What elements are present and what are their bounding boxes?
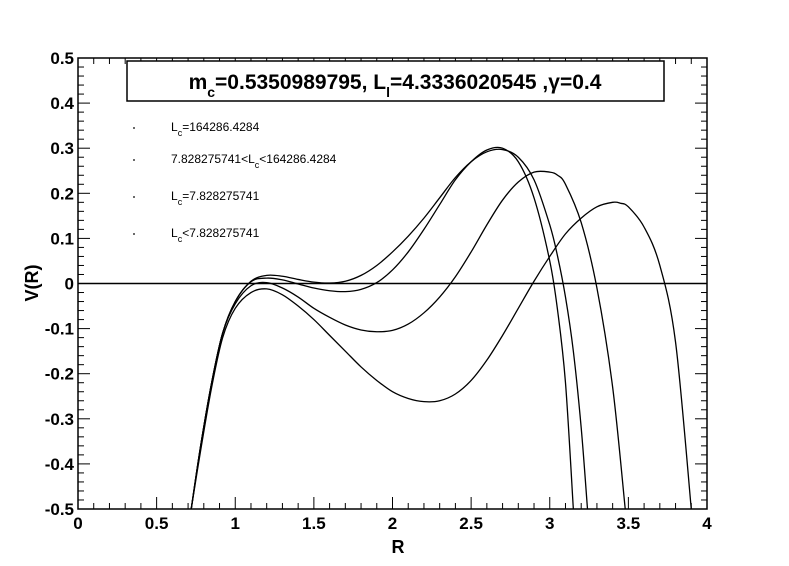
y-tick-label: -0.5 (45, 500, 74, 519)
x-tick-label: 1 (231, 514, 240, 533)
x-tick-label: 2.5 (459, 514, 483, 533)
title-segment: =0.5350989795, L (215, 71, 386, 94)
legend-entry-segment: =164286.4284 (182, 120, 259, 134)
legend-entry-segment: L (171, 120, 178, 134)
legend-entry-segment: c (178, 128, 183, 138)
chart-title: mc=0.5350989795, Ll=4.3336020545 ,γ=0.4 (189, 71, 602, 100)
title-segment: l (386, 84, 390, 100)
legend-marker-2 (133, 159, 135, 161)
legend-entry-4: Lc<7.828275741 (171, 226, 260, 244)
title-box (126, 60, 665, 102)
legend: Lc=164286.42847.828275741<Lc<164286.4284… (133, 120, 337, 244)
y-tick-label: -0.3 (45, 410, 74, 429)
y-tick-label: -0.4 (45, 455, 75, 474)
title-segment: =4.3336020545 , (390, 71, 548, 94)
legend-entry-segment: <164286.4284 (259, 152, 336, 166)
y-tick-label: -0.2 (45, 365, 74, 384)
legend-entry-segment: c (255, 160, 260, 170)
y-axis-label: V(R) (22, 265, 42, 302)
y-tick-labels: -0.5 -0.4 -0.3 -0.2 -0.1 0 0.1 0.2 0.3 0.4 0.5 (45, 49, 75, 519)
series-line-2 (190, 146, 574, 510)
legend-marker-4 (133, 233, 135, 235)
x-tick-label: 4 (702, 514, 712, 533)
series-line-4 (190, 201, 692, 510)
x-tick-label: 0.5 (145, 514, 169, 533)
y-tick-label: 0.4 (50, 94, 74, 113)
legend-entry-1: Lc=164286.4284 (171, 120, 260, 138)
x-axis-label: R (392, 537, 405, 557)
title-segment: c (207, 84, 215, 100)
legend-entry-segment: c (178, 197, 183, 207)
title-segment: m (189, 71, 208, 94)
x-tick-label: 3 (545, 514, 554, 533)
x-tick-label: 3.5 (617, 514, 641, 533)
data-series (190, 146, 692, 510)
x-tick-label: 2 (388, 514, 397, 533)
x-tick-label: 1.5 (302, 514, 326, 533)
y-tick-label: 0 (65, 275, 74, 294)
legend-entry-segment: 7.828275741<L (171, 152, 255, 166)
title-segment: γ (548, 71, 560, 94)
legend-entry-3: Lc=7.828275741 (171, 189, 260, 207)
legend-marker-1 (133, 127, 135, 129)
series-line-3 (190, 170, 626, 510)
legend-entry-segment: L (171, 226, 178, 240)
title-segment: =0.4 (560, 71, 602, 94)
x-tick-label: 0 (73, 514, 82, 533)
legend-entry-2: 7.828275741<Lc<164286.4284 (171, 152, 337, 170)
legend-entry-segment: L (171, 189, 178, 203)
y-tick-label: 0.5 (50, 49, 74, 68)
x-tick-labels: 0 0.5 1 1.5 2 2.5 3 3.5 4 (73, 514, 712, 533)
legend-entry-segment: =7.828275741 (182, 189, 259, 203)
legend-marker-3 (133, 196, 135, 198)
y-tick-label: -0.1 (45, 320, 74, 339)
legend-entry-segment: c (178, 234, 183, 244)
y-tick-label: 0.1 (50, 229, 74, 248)
y-tick-label: 0.3 (50, 139, 74, 158)
y-tick-label: 0.2 (50, 184, 74, 203)
legend-entry-segment: <7.828275741 (182, 226, 259, 240)
